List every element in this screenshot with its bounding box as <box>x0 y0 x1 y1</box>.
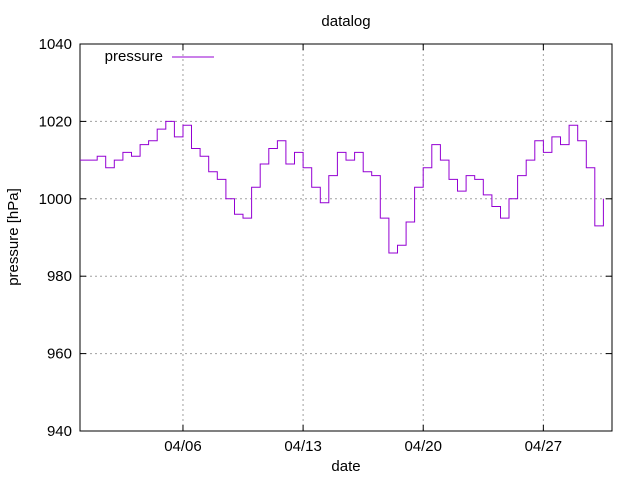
y-tick-label: 1020 <box>39 113 72 130</box>
y-axis-label: pressure [hPa] <box>5 188 22 286</box>
y-tick-label: 1040 <box>39 36 72 53</box>
grid <box>80 44 612 431</box>
chart-title: datalog <box>321 13 370 30</box>
x-tick-label: 04/13 <box>284 438 322 455</box>
x-tick-label: 04/20 <box>404 438 442 455</box>
y-tick-label: 960 <box>47 346 72 363</box>
pressure-series-line <box>80 120 604 254</box>
x-axis-label: date <box>331 458 360 475</box>
y-tick-label: 940 <box>47 423 72 440</box>
x-tick-label: 04/27 <box>525 438 563 455</box>
y-tick-label: 980 <box>47 268 72 285</box>
x-axis-ticks: 04/06 04/13 04/20 04/27 <box>164 44 562 455</box>
x-tick-label: 04/06 <box>164 438 202 455</box>
legend-label: pressure <box>105 48 163 65</box>
y-axis-ticks: 940 960 980 1000 1020 1040 <box>39 36 612 440</box>
legend: pressure <box>105 48 214 65</box>
y-tick-label: 1000 <box>39 191 72 208</box>
plot-frame <box>79 43 613 432</box>
